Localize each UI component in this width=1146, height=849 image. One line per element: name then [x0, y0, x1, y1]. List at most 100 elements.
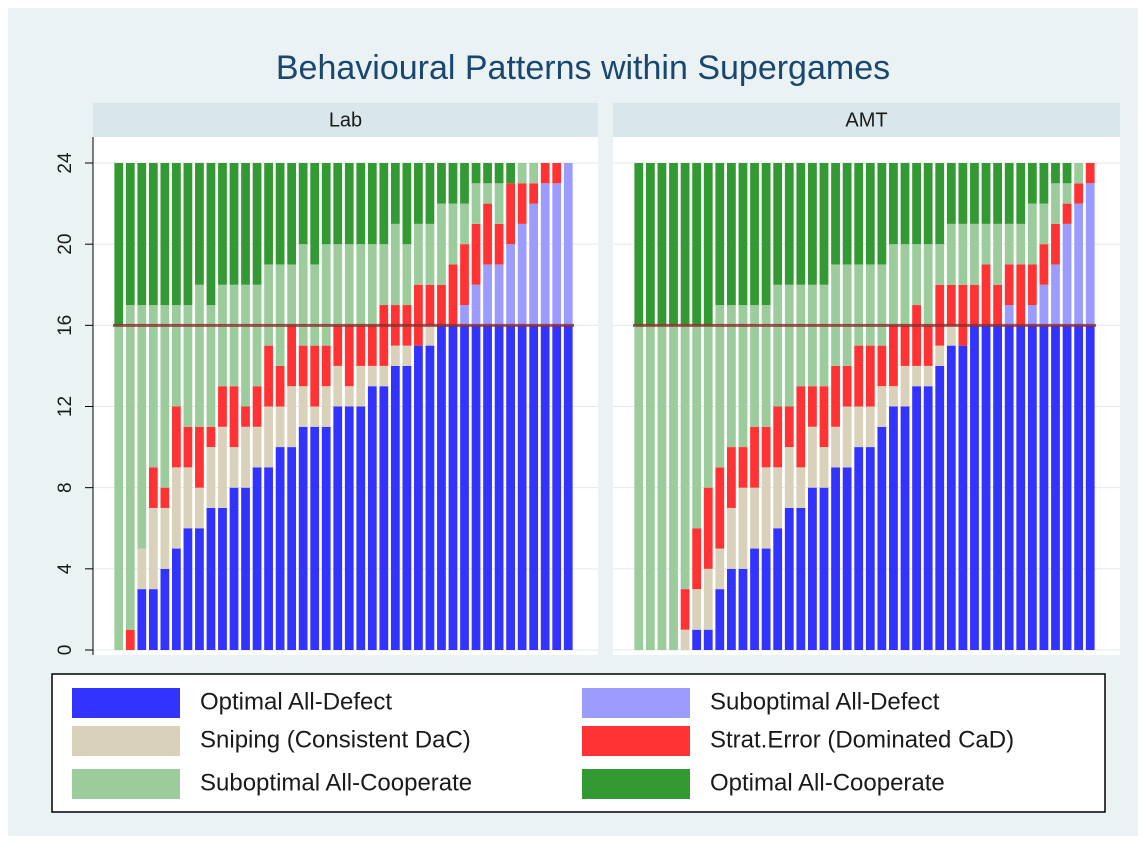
bar-segment [494, 264, 504, 326]
bar-segment [923, 325, 933, 366]
bar-segment [796, 467, 806, 508]
bar-segment [252, 426, 262, 468]
bar-segment [808, 163, 817, 285]
bar-segment [252, 467, 262, 650]
bar-segment [275, 163, 285, 265]
bar-segment [298, 244, 308, 346]
legend-label: Strat.Error (Dominated CaD) [710, 726, 1014, 753]
bar-segment [738, 447, 748, 488]
bar-segment [738, 163, 748, 306]
bar-segment [552, 325, 562, 650]
bar-segment [125, 629, 135, 650]
bar-segment [877, 163, 887, 265]
bar-segment [310, 264, 320, 346]
bar-segment [206, 163, 216, 306]
bar-segment [148, 589, 158, 650]
bar-segment [900, 365, 910, 407]
bar-segment [448, 264, 458, 326]
bar-segment [819, 163, 829, 285]
bar-segment [970, 223, 979, 285]
bar-segment [241, 284, 250, 407]
y-tick-label: 16 [55, 315, 76, 336]
bar-segment [703, 487, 713, 569]
bar-segment [264, 467, 273, 650]
bar-segment [773, 406, 783, 468]
legend-label: Suboptimal All-Defect [710, 688, 940, 715]
bar-segment [680, 589, 690, 630]
bar-segment [229, 487, 239, 650]
bar-segment [183, 467, 193, 529]
bar-segment [344, 325, 354, 387]
bar-segment [414, 345, 423, 650]
bar-segment [750, 548, 759, 650]
bar-segment [390, 345, 400, 366]
bar-segment [379, 305, 389, 366]
bar-segment [379, 386, 389, 650]
bar-segment [460, 163, 469, 204]
bar-segment [1074, 325, 1084, 650]
bar-segment [912, 386, 921, 650]
bar-segment [298, 163, 308, 245]
bar-segment [773, 467, 783, 529]
bar-segment [517, 163, 527, 184]
bar-segment [889, 163, 898, 245]
bar-segment [842, 365, 852, 407]
bar-segment [287, 163, 297, 265]
bar-segment [333, 365, 343, 407]
bar-segment [1062, 183, 1072, 204]
bar-segment [425, 284, 435, 326]
bar-segment [1074, 163, 1084, 184]
bar-segment [1027, 264, 1037, 306]
panel-title: Lab [329, 109, 362, 131]
bar-segment [125, 163, 135, 306]
bar-segment [946, 345, 956, 650]
bar-segment [460, 325, 469, 650]
bar-segment [206, 426, 216, 448]
bar-segment [344, 386, 354, 407]
bar-segment [889, 406, 898, 650]
bar-segment [912, 163, 921, 245]
bar-segment [137, 305, 147, 549]
bar-segment [889, 325, 898, 387]
bar-segment [506, 244, 515, 326]
bar-segment [148, 163, 158, 306]
bar-segment [321, 345, 331, 387]
bar-segment [877, 345, 887, 387]
legend-box [51, 673, 1106, 813]
bar-segment [517, 325, 527, 650]
bar-segment [160, 305, 170, 488]
bar-segment [993, 163, 1003, 224]
bar-segment [796, 507, 806, 650]
bar-segment [958, 163, 968, 224]
bar-segment [517, 223, 527, 326]
bar-segment [970, 284, 979, 326]
bar-segment [356, 365, 366, 407]
bar-segment [831, 365, 840, 427]
bar-segment [1004, 163, 1014, 224]
bar-segment [1004, 325, 1014, 650]
bar-segment [321, 426, 331, 650]
bar-segment [529, 203, 539, 326]
chart-title: Behavioural Patterns within Supergames [276, 49, 890, 87]
bar-segment [483, 325, 492, 650]
bar-segment [773, 528, 783, 650]
bar-segment [414, 223, 423, 285]
bar-segment [529, 183, 539, 204]
bar-segment [935, 244, 945, 285]
bar-segment [183, 426, 193, 468]
bar-segment [773, 163, 783, 285]
bar-segment [889, 244, 898, 326]
bar-segment [252, 284, 262, 387]
bar-segment [183, 163, 193, 306]
bar-segment [437, 203, 446, 285]
bar-segment [172, 548, 181, 650]
bar-segment [993, 284, 1003, 326]
bar-segment [773, 284, 783, 407]
bar-segment [715, 589, 725, 650]
bar-segment [750, 163, 759, 306]
bar-segment [703, 163, 713, 326]
bar-segment [298, 386, 308, 427]
bar-segment [298, 345, 308, 387]
bar-segment [889, 386, 898, 407]
